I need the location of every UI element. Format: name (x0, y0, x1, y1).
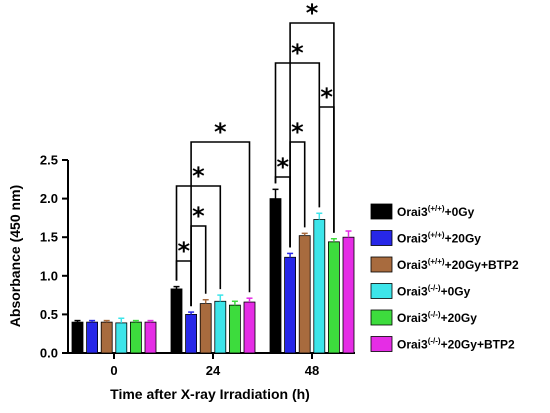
legend-swatch (370, 203, 393, 220)
error-bar (345, 230, 352, 238)
bar (185, 313, 198, 354)
error-bar (147, 319, 154, 323)
significance-star: * (192, 202, 205, 230)
legend: Orai3(+/+)+0Gy Orai3(+/+)+20Gy Orai3(+/+)+… (370, 203, 519, 352)
significance-star: * (320, 83, 333, 111)
error-bar (202, 298, 209, 304)
error-bar (217, 294, 224, 302)
significance-bracket: * (274, 39, 321, 208)
bar (100, 321, 113, 354)
y-tick-label: 2.5 (40, 153, 58, 168)
x-tick-label: 0 (110, 363, 117, 378)
x-axis-title: Time after X-ray Irradiation (h) (110, 386, 310, 402)
significance-brackets: ********* (175, 0, 335, 307)
legend-swatch (370, 283, 393, 299)
bar (71, 321, 84, 354)
y-axis-title: Absorbance (450 nm) (7, 185, 23, 327)
bar (243, 301, 256, 354)
bar (269, 198, 282, 354)
legend-item: Orai3(+/+)+0Gy (370, 203, 475, 220)
significance-bracket: * (190, 118, 251, 307)
bar (199, 303, 212, 354)
error-bar (246, 297, 253, 303)
legend-swatch (370, 309, 393, 326)
significance-bracket: * (289, 0, 335, 248)
error-bar (316, 212, 323, 220)
error-bar (132, 319, 139, 323)
error-bar (74, 319, 81, 323)
significance-star: * (277, 153, 290, 181)
error-bar (301, 232, 308, 236)
x-tick-label: 24 (206, 363, 221, 378)
bar (313, 219, 326, 354)
legend-item: Orai3(-/-)+0Gy (370, 283, 471, 299)
legend-label: Orai3(-/-)+0Gy (397, 284, 471, 299)
legend-item: Orai3(+/+)+20Gy+BTP2 (370, 256, 519, 273)
legend-label: Orai3(+/+)+20Gy (397, 231, 481, 246)
legend-swatch (370, 256, 393, 273)
legend-label: Orai3(-/-)+20Gy+BTP2 (397, 337, 515, 352)
bar (115, 322, 128, 354)
bar (327, 241, 340, 354)
y-tick-label: 1.5 (40, 230, 58, 245)
significance-bracket: * (289, 118, 306, 248)
y-tick-label: 0.0 (40, 346, 58, 361)
significance-star: * (178, 237, 191, 265)
bar (129, 321, 142, 354)
legend-label: Orai3(+/+)+20Gy+BTP2 (397, 257, 519, 272)
error-bar (118, 317, 125, 323)
error-bar (330, 237, 337, 242)
y-tick-label: 0.5 (40, 307, 58, 322)
bar (86, 321, 98, 354)
x-tick-label: 48 (305, 363, 319, 378)
error-bar (287, 252, 294, 258)
legend-label: Orai3(+/+)+0Gy (397, 204, 475, 219)
legend-item: Orai3(-/-)+20Gy (370, 309, 477, 326)
legend-swatch (370, 336, 393, 352)
y-tick-label: 1.0 (40, 268, 58, 283)
error-bar (272, 188, 279, 199)
error-bar (89, 319, 96, 323)
bars (71, 198, 355, 354)
bar (228, 304, 241, 354)
bar (342, 236, 355, 354)
bar (214, 300, 227, 354)
legend-item: Orai3(+/+)+20Gy (370, 230, 481, 246)
significance-star: * (192, 162, 205, 190)
error-bar (103, 319, 110, 323)
legend-label: Orai3(-/-)+20Gy (397, 310, 477, 325)
error-bar (231, 300, 238, 306)
significance-star: * (214, 118, 227, 146)
significance-bracket: * (190, 202, 207, 307)
bar (298, 235, 311, 354)
legend-swatch (370, 230, 393, 246)
significance-star: * (291, 118, 304, 146)
legend-item: Orai3(-/-)+20Gy+BTP2 (370, 336, 515, 352)
significance-star: * (291, 39, 304, 67)
significance-bracket: * (175, 162, 222, 290)
error-bars (74, 188, 352, 323)
y-tick-label: 2.0 (40, 191, 58, 206)
bar (170, 288, 183, 354)
error-bar (188, 311, 195, 315)
significance-star: * (306, 0, 319, 27)
error-bar (173, 285, 180, 289)
bar (284, 256, 297, 354)
bar (144, 321, 157, 354)
significance-bracket: * (318, 83, 335, 233)
